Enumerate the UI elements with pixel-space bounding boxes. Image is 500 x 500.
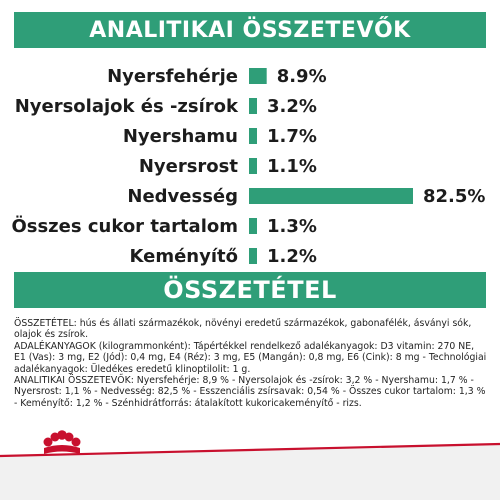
- category-label: Nyersolajok és -zsírok: [15, 96, 239, 117]
- bar: [249, 188, 413, 204]
- category-label: Nedvesség: [127, 186, 238, 207]
- analytical-bar-chart: Nyersfehérje 8.9% Nyersolajok és -zsírok 3.…: [11, 66, 485, 266]
- category-label: Nyersrost: [139, 156, 239, 177]
- value-label: 8.9%: [277, 66, 327, 87]
- bar: [249, 98, 257, 114]
- section-title-analytical: ANALITIKAI ÖSSZETEVŐK: [14, 12, 486, 48]
- value-label: 1.1%: [267, 156, 317, 177]
- value-label: 1.2%: [267, 246, 317, 266]
- composition-paragraph-ingredients: ÖSSZETÉTEL: hús és állati származékok, n…: [14, 318, 472, 341]
- bar: [249, 248, 257, 264]
- bar: [249, 158, 257, 174]
- category-label: Nyersfehérje: [107, 66, 238, 87]
- composition-paragraph-additives: ADALÉKANYAGOK (kilogrammonként): Tápérté…: [14, 340, 487, 375]
- value-label: 82.5%: [423, 186, 485, 207]
- category-label: Keményítő: [130, 246, 239, 266]
- bar: [249, 128, 257, 144]
- value-label: 1.7%: [267, 126, 317, 147]
- category-label: Összes cukor tartalom: [11, 215, 238, 237]
- footer-grey-wave: [0, 444, 500, 500]
- category-label: Nyershamu: [123, 126, 238, 147]
- bar: [249, 218, 257, 234]
- footer-brand-curve: [0, 430, 500, 500]
- royal-canin-crown-icon: [43, 430, 81, 454]
- value-label: 1.3%: [267, 216, 317, 237]
- composition-paragraph-analytical: ANALITIKAI ÖSSZETEVŐK: Nyersfehérje: 8,9…: [14, 375, 486, 409]
- footer-red-line: [0, 442, 500, 458]
- section-title-composition: ÖSSZETÉTEL: [14, 272, 486, 308]
- composition-text: ÖSSZETÉTEL: hús és állati származékok, n…: [14, 318, 488, 409]
- value-label: 3.2%: [267, 96, 317, 117]
- bar: [249, 68, 267, 84]
